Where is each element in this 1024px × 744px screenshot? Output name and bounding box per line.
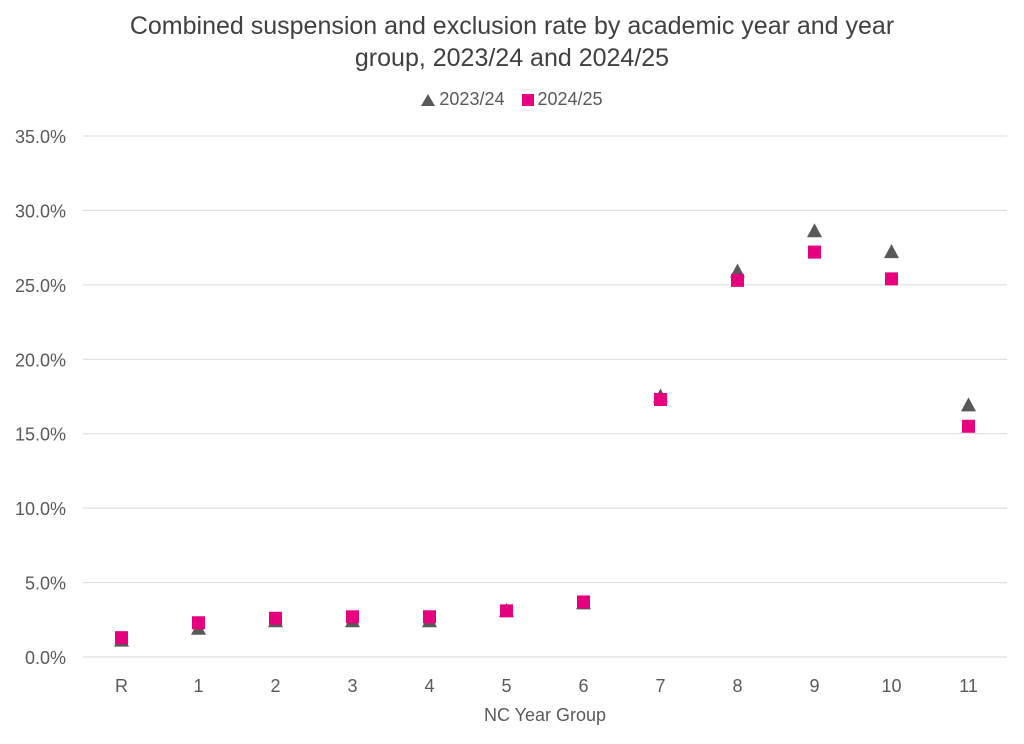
marker-2024-25-6 xyxy=(577,595,590,609)
marker-2023-24-11 xyxy=(961,397,976,412)
marker-2024-25-1 xyxy=(192,616,205,630)
y-tick-label-6: 30.0% xyxy=(15,201,66,221)
x-tick-label-0: R xyxy=(115,676,128,696)
marker-2024-25-8 xyxy=(731,273,744,287)
marker-2023-24-9 xyxy=(807,223,822,238)
y-tick-label-5: 25.0% xyxy=(15,276,66,296)
x-tick-label-5: 5 xyxy=(501,676,511,696)
marker-2024-25-9 xyxy=(808,245,821,259)
y-tick-label-0: 0.0% xyxy=(25,648,66,668)
legend-label-2023-24: 2023/24 xyxy=(439,89,505,110)
x-tick-label-10: 10 xyxy=(881,676,901,696)
marker-2024-25-4 xyxy=(423,610,436,624)
x-axis-title: NC Year Group xyxy=(484,705,606,725)
legend-label-2024-25: 2024/25 xyxy=(537,89,603,110)
legend-item-2023-24: 2023/24 xyxy=(421,88,504,110)
marker-2024-25-10 xyxy=(885,272,898,286)
x-tick-label-7: 7 xyxy=(655,676,665,696)
legend-item-2024-25: 2024/25 xyxy=(521,88,603,110)
marker-2023-24-10 xyxy=(884,244,899,259)
chart-title-line-1: Combined suspension and exclusion rate b… xyxy=(129,12,895,40)
x-tick-label-6: 6 xyxy=(578,676,588,696)
triangle-marker-icon xyxy=(421,93,436,106)
y-tick-label-4: 20.0% xyxy=(15,350,66,370)
x-tick-label-8: 8 xyxy=(732,676,742,696)
marker-2024-25-11 xyxy=(962,419,975,433)
marker-2024-25-2 xyxy=(269,611,282,625)
marker-2024-25-3 xyxy=(346,610,359,624)
y-tick-label-7: 35.0% xyxy=(15,127,66,147)
legend: 2023/24 2024/25 xyxy=(0,88,1024,110)
y-tick-label-3: 15.0% xyxy=(15,425,66,445)
chart-title: Combined suspension and exclusion rate b… xyxy=(62,10,962,74)
y-tick-label-1: 5.0% xyxy=(25,574,66,594)
x-tick-label-3: 3 xyxy=(347,676,357,696)
chart-title-line-2: group, 2023/24 and 2024/25 xyxy=(354,44,670,72)
y-tick-label-2: 10.0% xyxy=(15,499,66,519)
marker-2024-25-5 xyxy=(500,604,513,618)
marker-2024-25-R xyxy=(115,631,128,645)
x-tick-label-1: 1 xyxy=(193,676,203,696)
x-tick-label-11: 11 xyxy=(959,676,978,696)
square-marker-icon xyxy=(521,93,534,106)
x-tick-label-4: 4 xyxy=(424,676,434,696)
x-tick-label-2: 2 xyxy=(270,676,280,696)
marker-2024-25-7 xyxy=(654,392,667,406)
x-tick-label-9: 9 xyxy=(809,676,819,696)
